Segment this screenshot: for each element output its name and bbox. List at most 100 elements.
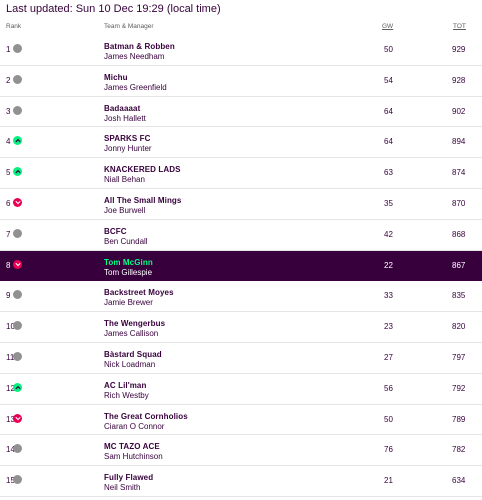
- gw-points: 27: [384, 352, 393, 362]
- total-points: 867: [452, 260, 466, 270]
- table-row: 14 MC TAZO ACE Sam Hutchinson 76 782: [0, 435, 482, 467]
- team-name-link[interactable]: KNACKERED LADS: [104, 165, 181, 175]
- rank-up-icon: [13, 382, 22, 392]
- team-name-link[interactable]: AC Lil'man: [104, 380, 147, 390]
- gw-points: 22: [384, 260, 393, 270]
- rank-value: 10: [6, 322, 15, 332]
- table-row: 13 The Great Cornholios Ciaran O Connor 50 7…: [0, 405, 482, 436]
- rank-value: 12: [6, 383, 15, 393]
- table-row: 6 All The Small Mings Joe Burwell 35 870: [0, 189, 482, 220]
- team-name-link[interactable]: Bàstard Squad: [104, 349, 162, 359]
- rank-value: 11: [6, 352, 15, 362]
- manager-name: Jamie Brewer: [104, 298, 153, 308]
- rank-value: 7: [6, 229, 11, 239]
- rank-value: 13: [6, 414, 15, 424]
- rank-same-icon: [13, 321, 22, 331]
- table-row: 1 Batman & Robben James Needham 50 929: [0, 35, 482, 66]
- table-row: 11 Bàstard Squad Nick Loadman 27 797: [0, 343, 482, 374]
- gw-points: 35: [384, 198, 393, 208]
- manager-name: James Greenfield: [104, 82, 167, 92]
- last-updated-text: Last updated: Sun 10 Dec 19:29 (local ti…: [6, 3, 221, 15]
- gw-points: 23: [384, 322, 393, 332]
- table-row: 8 Tom McGinn Tom Gillespie 22 867: [0, 250, 482, 282]
- tot-column-header[interactable]: TOT: [453, 23, 466, 30]
- rank-same-icon: [13, 475, 22, 485]
- team-name-link[interactable]: Backstreet Moyes: [104, 288, 174, 298]
- gw-points: 33: [384, 291, 393, 301]
- gw-points: 63: [384, 168, 393, 178]
- manager-name: Neil Smith: [104, 483, 141, 493]
- rank-down-icon: [13, 197, 22, 207]
- gw-points: 50: [384, 45, 393, 54]
- gw-points: 54: [384, 75, 393, 85]
- table-row: 15 Fully Flawed Neil Smith 21 634: [0, 466, 482, 497]
- total-points: 874: [452, 168, 466, 178]
- team-name-link[interactable]: The Great Cornholios: [104, 411, 188, 421]
- total-points: 835: [452, 291, 466, 301]
- table-header: Rank Team & Manager GW TOT: [0, 21, 482, 35]
- manager-name: Joe Burwell: [104, 205, 146, 215]
- manager-name: Ben Cundall: [104, 236, 148, 246]
- team-name-link[interactable]: Badaaaat: [104, 103, 141, 113]
- manager-name: Sam Hutchinson: [104, 452, 163, 462]
- rank-same-icon: [13, 44, 22, 53]
- rank-value: 9: [6, 291, 11, 301]
- manager-name: Nick Loadman: [104, 359, 156, 369]
- manager-name: Niall Behan: [104, 175, 145, 185]
- team-name-link[interactable]: MC TAZO ACE: [104, 442, 160, 452]
- rank-down-icon: [13, 413, 22, 423]
- gw-points: 64: [384, 106, 393, 116]
- team-name-link[interactable]: BCFC: [104, 226, 127, 236]
- total-points: 797: [452, 352, 466, 362]
- manager-name: Tom Gillespie: [104, 267, 153, 277]
- team-manager-column-header: Team & Manager: [104, 23, 154, 30]
- team-name-link[interactable]: The Wengerbus: [104, 319, 166, 329]
- rank-up-icon: [13, 167, 22, 177]
- gw-column-header[interactable]: GW: [382, 23, 394, 30]
- total-points: 902: [452, 106, 466, 116]
- total-points: 634: [452, 476, 466, 486]
- table-row: 12 AC Lil'man Rich Westby 56 792: [0, 374, 482, 405]
- rank-value: 14: [6, 445, 15, 455]
- team-name-link[interactable]: Tom McGinn: [104, 257, 153, 267]
- manager-name: Josh Hallett: [104, 113, 146, 123]
- gw-points: 76: [384, 445, 393, 455]
- rank-down-icon: [13, 259, 22, 269]
- rank-value: 15: [6, 476, 15, 486]
- total-points: 928: [452, 75, 466, 85]
- total-points: 894: [452, 137, 466, 147]
- rank-same-icon: [13, 351, 22, 361]
- team-name-link[interactable]: Batman & Robben: [104, 42, 175, 51]
- table-row: 7 BCFC Ben Cundall 42 868: [0, 220, 482, 251]
- table-row: 3 Badaaaat Josh Hallett 64 902: [0, 97, 482, 128]
- rank-value: 8: [6, 260, 11, 270]
- team-name-link[interactable]: Fully Flawed: [104, 473, 154, 483]
- rank-same-icon: [13, 290, 22, 300]
- manager-name: Jonny Hunter: [104, 144, 152, 154]
- table-row: 4 SPARKS FC Jonny Hunter 64 894: [0, 127, 482, 159]
- standings-table: 1 Batman & Robben James Needham 50 929 2 Michu…: [0, 35, 482, 497]
- rank-same-icon: [13, 74, 22, 84]
- gw-points: 42: [384, 229, 393, 239]
- table-row: 9 Backstreet Moyes Jamie Brewer 33 835: [0, 281, 482, 313]
- rank-value: 5: [6, 168, 11, 178]
- rank-value: 6: [6, 198, 11, 208]
- total-points: 820: [452, 322, 466, 332]
- rank-up-icon: [13, 136, 22, 146]
- gw-points: 56: [384, 383, 393, 393]
- table-row: 2 Michu James Greenfield 54 928: [0, 66, 482, 97]
- rank-same-icon: [13, 444, 22, 454]
- team-name-link[interactable]: All The Small Mings: [104, 195, 182, 205]
- gw-points: 50: [384, 414, 393, 424]
- rank-same-icon: [13, 105, 22, 115]
- rank-value: 2: [6, 75, 11, 85]
- rank-same-icon: [13, 228, 22, 238]
- manager-name: James Needham: [104, 52, 165, 61]
- total-points: 792: [452, 383, 466, 393]
- total-points: 789: [452, 414, 466, 424]
- rank-value: 4: [6, 137, 11, 147]
- manager-name: Rich Westby: [104, 390, 149, 400]
- team-name-link[interactable]: Michu: [104, 72, 128, 82]
- team-name-link[interactable]: SPARKS FC: [104, 134, 151, 144]
